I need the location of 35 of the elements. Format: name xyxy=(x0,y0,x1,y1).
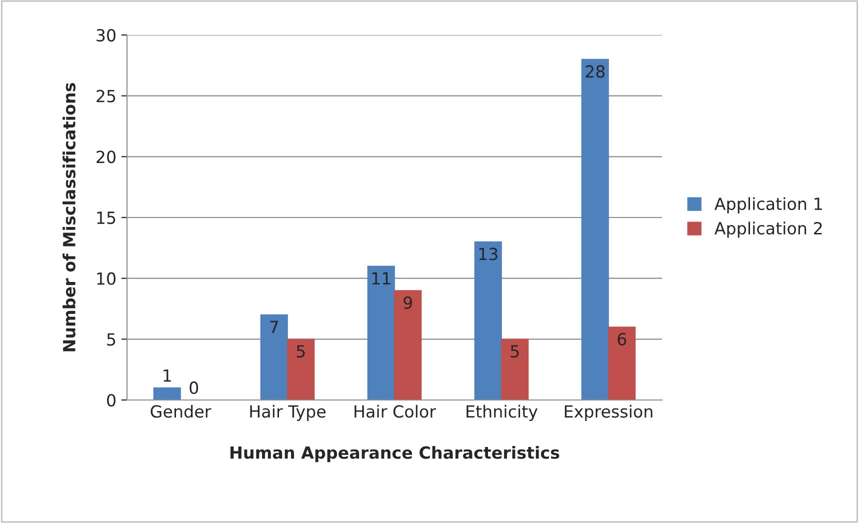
bar xyxy=(287,338,315,400)
legend-label: Application 2 xyxy=(714,222,822,238)
y-tick-label: 10 xyxy=(97,272,116,285)
y-tick-label: 5 xyxy=(107,333,116,346)
legend-label: Application 1 xyxy=(714,197,822,214)
data-label: 5 xyxy=(510,345,519,358)
bar xyxy=(394,290,422,400)
y-tick-label: 15 xyxy=(97,212,116,224)
y-tick-label: 0 xyxy=(107,394,116,407)
x-tick-label: Ethnicity xyxy=(466,404,538,421)
x-tick-label: Hair Color xyxy=(354,404,436,418)
bar xyxy=(153,387,181,400)
data-label: 0 xyxy=(190,381,198,394)
bar xyxy=(260,314,288,400)
y-tick-label: 30 xyxy=(96,28,116,42)
data-label: 7 xyxy=(270,320,278,334)
data-label: 11 xyxy=(372,272,390,284)
data-label: 13 xyxy=(479,248,498,260)
y-tick-label: 20 xyxy=(96,150,116,164)
bar xyxy=(501,338,529,400)
x-tick-label: Gender xyxy=(150,404,212,418)
data-label: 6 xyxy=(618,332,626,346)
y-axis-title: Number of Misclassifications xyxy=(62,83,76,352)
bar xyxy=(367,266,395,400)
x-tick-label: Hair Type xyxy=(250,404,326,421)
data-label: 5 xyxy=(296,345,305,358)
data-label: 28 xyxy=(586,65,605,78)
bar xyxy=(608,326,636,400)
x-tick-label: Expression xyxy=(564,404,652,421)
data-label: 1 xyxy=(164,369,171,382)
bar xyxy=(474,241,502,400)
x-axis-title: Human Appearance Characteristics xyxy=(230,446,560,462)
data-label: 9 xyxy=(404,296,412,309)
y-tick-label: 25 xyxy=(96,90,116,102)
bar xyxy=(581,58,609,400)
